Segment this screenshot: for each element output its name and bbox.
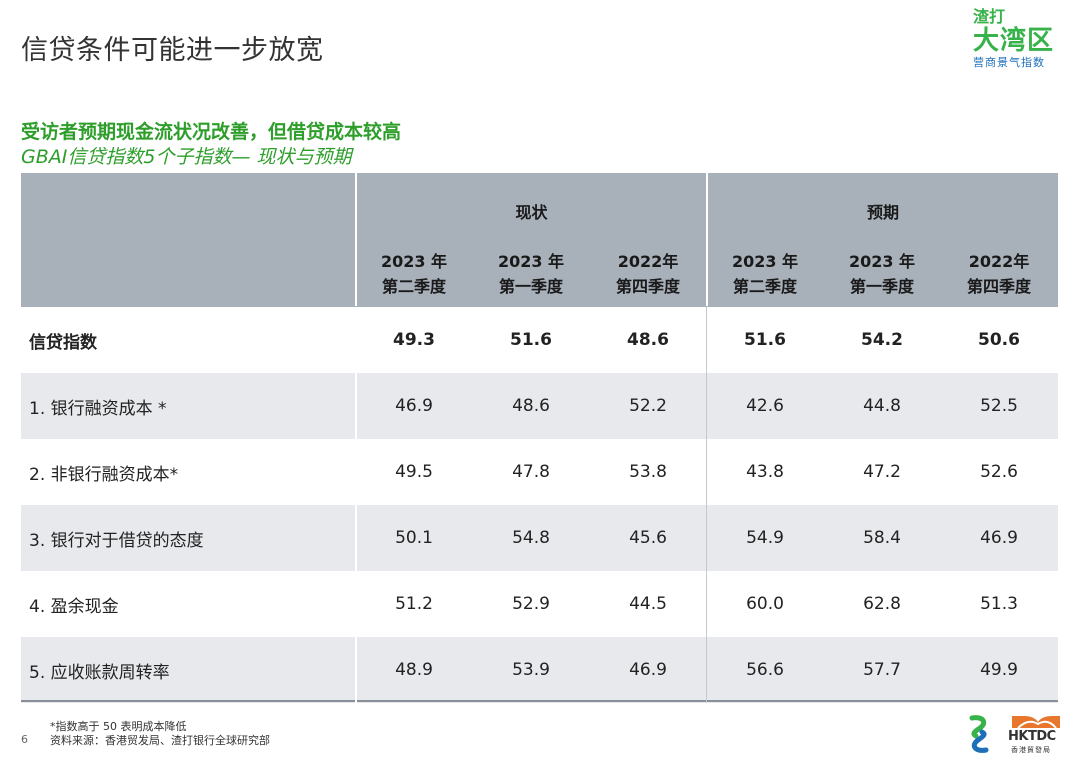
table-cell: 47.8 bbox=[512, 462, 550, 482]
table-cell: 58.4 bbox=[863, 528, 901, 548]
column-header-year: 2023 年 bbox=[497, 252, 565, 271]
row-label: 1. 银行融资成本 * bbox=[29, 398, 167, 419]
column-header-quarter: 第四季度 bbox=[615, 277, 680, 296]
credit-index-table: 现状 预期 2023 年 第二季度 2023 年 第一季度 2022年 第四季度… bbox=[21, 173, 1058, 703]
column-header-year: 2023 年 bbox=[731, 252, 799, 271]
column-header: 2022年 第四季度 bbox=[944, 249, 1054, 299]
table-cell: 56.6 bbox=[746, 660, 784, 680]
column-header-quarter: 第二季度 bbox=[381, 277, 446, 296]
table-cell: 51.2 bbox=[395, 594, 433, 614]
hktdc-logo bbox=[1012, 716, 1060, 729]
table-cell: 51.3 bbox=[980, 594, 1018, 614]
divider bbox=[706, 307, 707, 703]
table-cell: 49.3 bbox=[393, 330, 435, 350]
footnote: *指数高于 50 表明成本降低 资料来源：香港贸发局、渣打银行全球研究部 bbox=[50, 720, 270, 748]
table-cell: 49.5 bbox=[395, 462, 433, 482]
row-label: 3. 银行对于借贷的态度 bbox=[29, 530, 204, 551]
table-cell: 52.6 bbox=[980, 462, 1018, 482]
section-heading: 受访者预期现金流状况改善，但借贷成本较高 bbox=[21, 121, 402, 143]
table-cell: 46.9 bbox=[395, 396, 433, 416]
footnote-note: *指数高于 50 表明成本降低 bbox=[50, 720, 187, 733]
table-header: 现状 预期 2023 年 第二季度 2023 年 第一季度 2022年 第四季度… bbox=[21, 173, 1058, 307]
divider bbox=[706, 173, 708, 306]
column-header: 2023 年 第一季度 bbox=[476, 249, 586, 299]
table-cell: 46.9 bbox=[980, 528, 1018, 548]
table-row: 5. 应收账款周转率 48.9 53.9 46.9 56.6 57.7 49.9 bbox=[21, 637, 1058, 703]
table-cell: 49.9 bbox=[980, 660, 1018, 680]
section-subheading: GBAI信贷指数5个子指数— 现状与预期 bbox=[21, 146, 352, 168]
table-cell: 53.8 bbox=[629, 462, 667, 482]
table-cell: 52.5 bbox=[980, 396, 1018, 416]
table-row: 2. 非银行融资成本* 49.5 47.8 53.8 43.8 47.2 52.6 bbox=[21, 439, 1058, 505]
table-cell: 62.8 bbox=[863, 594, 901, 614]
table-cell: 45.6 bbox=[629, 528, 667, 548]
table-cell: 52.2 bbox=[629, 396, 667, 416]
table-row: 1. 银行融资成本 * 46.9 48.6 52.2 42.6 44.8 52.5 bbox=[21, 373, 1058, 439]
column-header: 2023 年 第一季度 bbox=[827, 249, 937, 299]
table-row: 4. 盈余现金 51.2 52.9 44.5 60.0 62.8 51.3 bbox=[21, 571, 1058, 637]
logo-line-1: 渣打 bbox=[973, 7, 1006, 26]
column-header-quarter: 第一季度 bbox=[849, 277, 914, 296]
column-header-quarter: 第二季度 bbox=[732, 277, 797, 296]
hktdc-wordmark: HKTDC bbox=[1008, 729, 1056, 744]
row-label: 5. 应收账款周转率 bbox=[29, 662, 170, 683]
column-header-year: 2023 年 bbox=[848, 252, 916, 271]
gba-logo: 渣打 大湾区 营商景气指数 bbox=[973, 8, 1065, 70]
table-cell: 57.7 bbox=[863, 660, 901, 680]
page-number: 6 bbox=[21, 733, 28, 746]
table-cell: 44.5 bbox=[629, 594, 667, 614]
table-cell: 50.1 bbox=[395, 528, 433, 548]
table-body: 信贷指数 49.3 51.6 48.6 51.6 54.2 50.6 1. 银行融资成本 * 4… bbox=[21, 307, 1058, 703]
table-cell: 52.9 bbox=[512, 594, 550, 614]
column-header-quarter: 第四季度 bbox=[966, 277, 1031, 296]
column-header-quarter: 第一季度 bbox=[498, 277, 563, 296]
table-cell: 48.6 bbox=[627, 330, 669, 350]
column-header-year: 2022年 bbox=[968, 252, 1030, 271]
table-row: 3. 银行对于借贷的态度 50.1 54.8 45.6 54.9 58.4 46.9 bbox=[21, 505, 1058, 571]
row-label: 4. 盈余现金 bbox=[29, 596, 119, 617]
column-header-year: 2023 年 bbox=[380, 252, 448, 271]
table-cell: 51.6 bbox=[510, 330, 552, 350]
footnote-source: 资料来源：香港贸发局、渣打银行全球研究部 bbox=[50, 734, 270, 747]
column-header: 2022年 第四季度 bbox=[593, 249, 703, 299]
logo-line-2: 大湾区 bbox=[973, 26, 1055, 56]
table-cell: 47.2 bbox=[863, 462, 901, 482]
table-cell: 48.6 bbox=[512, 396, 550, 416]
row-label: 2. 非银行融资成本* bbox=[29, 464, 179, 485]
table-cell: 54.2 bbox=[861, 330, 903, 350]
table-cell: 50.6 bbox=[978, 330, 1020, 350]
table-cell: 54.9 bbox=[746, 528, 784, 548]
group-header-current: 现状 bbox=[515, 203, 548, 222]
table-cell: 53.9 bbox=[512, 660, 550, 680]
standard-chartered-logo bbox=[969, 715, 989, 753]
table-cell: 44.8 bbox=[863, 396, 901, 416]
page-title: 信贷条件可能进一步放宽 bbox=[21, 35, 324, 66]
divider bbox=[355, 173, 357, 306]
column-header: 2023 年 第二季度 bbox=[710, 249, 820, 299]
group-header-expected: 预期 bbox=[866, 203, 899, 222]
table-row: 信贷指数 49.3 51.6 48.6 51.6 54.2 50.6 bbox=[21, 307, 1058, 373]
row-label: 信贷指数 bbox=[29, 332, 97, 353]
hktdc-subtitle: 香港貿發局 bbox=[1011, 746, 1051, 754]
table-cell: 51.6 bbox=[744, 330, 786, 350]
column-header: 2023 年 第二季度 bbox=[359, 249, 469, 299]
table-cell: 46.9 bbox=[629, 660, 667, 680]
table-cell: 43.8 bbox=[746, 462, 784, 482]
table-cell: 42.6 bbox=[746, 396, 784, 416]
table-bottom-rule bbox=[21, 700, 1058, 702]
logo-line-3: 营商景气指数 bbox=[973, 56, 1045, 69]
divider bbox=[355, 307, 357, 703]
table-cell: 48.9 bbox=[395, 660, 433, 680]
table-cell: 54.8 bbox=[512, 528, 550, 548]
table-cell: 60.0 bbox=[746, 594, 784, 614]
column-header-year: 2022年 bbox=[617, 252, 679, 271]
